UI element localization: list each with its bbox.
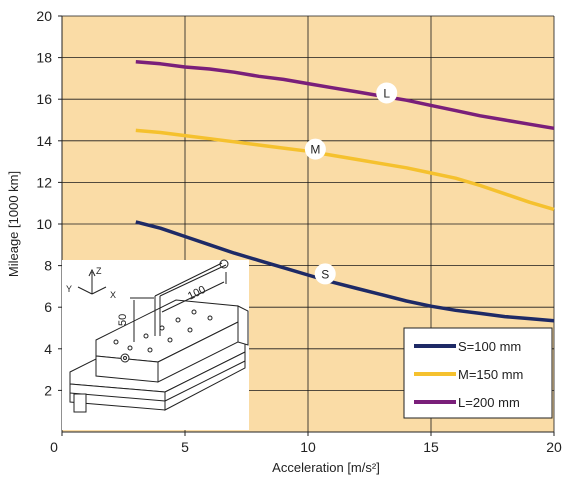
x-tick-label-10: 10 <box>300 439 316 455</box>
y-tick-label-16: 16 <box>36 91 52 107</box>
slide-body <box>69 299 249 413</box>
series-marker-label-M: M <box>310 143 320 157</box>
legend-label-L: L=200 mm <box>458 395 520 410</box>
inset-dimension-50: 50 <box>117 314 129 326</box>
x-axis-label: Acceleration [m/s²] <box>272 460 380 475</box>
y-tick-label-18: 18 <box>36 50 52 66</box>
y-tick-label-10: 10 <box>36 216 52 232</box>
y-tick-label-12: 12 <box>36 174 52 190</box>
x-tick-label-20: 20 <box>546 439 562 455</box>
legend: S=100 mm M=150 mm L=200 mm <box>403 327 553 419</box>
y-axis-label: Mileage [1000 km] <box>6 171 21 277</box>
x-tick-label-5: 5 <box>181 439 189 455</box>
inset-axis-y: Y <box>66 284 72 294</box>
series-marker-label-L: L <box>383 86 390 100</box>
legend-label-S: S=100 mm <box>458 339 521 354</box>
y-tick-label-2: 2 <box>44 382 52 398</box>
inset-axis-x: X <box>110 290 116 300</box>
measurement-arm <box>130 259 229 342</box>
linear-slide-illustration: Z Y X <box>62 259 249 430</box>
series-line-M <box>135 128 555 212</box>
coordinate-axes-icon <box>77 268 107 295</box>
series-marker-S: S <box>314 263 336 285</box>
origin-tick-label: 0 <box>50 439 58 455</box>
y-tick-label-8: 8 <box>44 258 52 274</box>
y-tick-label-20: 20 <box>36 8 52 24</box>
y-tick-label-4: 4 <box>44 341 52 357</box>
y-tick-label-14: 14 <box>36 133 52 149</box>
series-markers: S M L <box>304 82 398 285</box>
series-line-L <box>135 60 555 131</box>
series-marker-L: L <box>376 82 398 104</box>
legend-label-M: M=150 mm <box>458 367 523 382</box>
x-tick-label-15: 15 <box>423 439 439 455</box>
series-marker-M: M <box>304 138 326 160</box>
y-tick-label-6: 6 <box>44 299 52 315</box>
series-lines <box>135 60 555 323</box>
series-marker-label-S: S <box>321 267 329 281</box>
inset-axis-z: Z <box>96 266 102 276</box>
axes: 2 4 6 8 10 12 14 16 18 20 0 5 10 15 20 <box>36 8 562 455</box>
series-line-S <box>135 220 555 323</box>
